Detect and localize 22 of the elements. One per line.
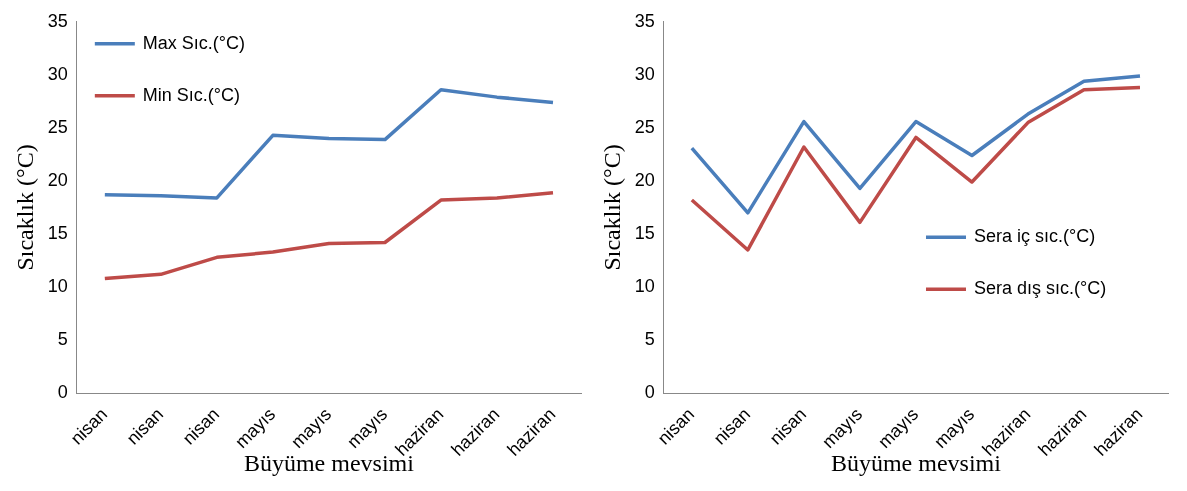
y-tick-label: 0 [644,382,655,403]
y-tick-label: 20 [47,169,68,190]
y-tick-label: 25 [634,116,655,137]
y-tick-label: 30 [634,63,655,84]
y-tick-label: 5 [57,329,68,350]
y-axis-title: Sıcaklık (°C) [11,144,38,271]
y-tick-label: 35 [47,10,68,31]
y-axis-title: Sıcaklık (°C) [598,144,625,271]
legend-label: Sera iç sıc.(°C) [973,226,1096,247]
legend-label: Min Sıc.(°C) [142,84,241,105]
legend-label: Sera dış sıc.(°C) [973,278,1107,299]
y-tick-label: 5 [644,329,655,350]
legend-label: Max Sıc.(°C) [142,32,246,53]
y-tick-label: 20 [634,169,655,190]
y-tick-label: 30 [47,63,68,84]
y-tick-label: 15 [634,222,655,243]
y-tick-label: 10 [634,276,655,297]
y-tick-label: 15 [47,222,68,243]
y-tick-label: 10 [47,276,68,297]
y-tick-label: 35 [634,10,655,31]
y-tick-label: 25 [47,116,68,137]
y-tick-label: 0 [57,382,68,403]
